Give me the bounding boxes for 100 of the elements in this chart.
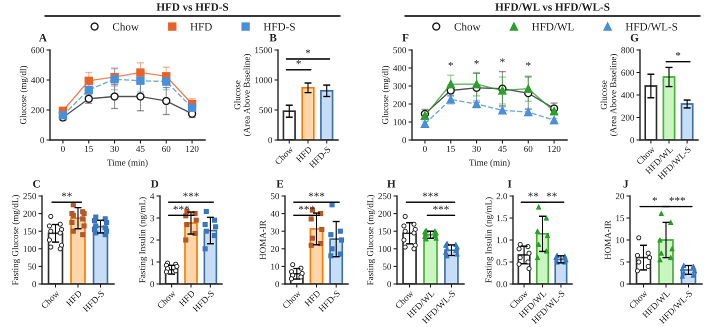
annotation: * <box>296 60 301 64</box>
text: H <box>387 180 396 188</box>
y-tick-label: 40 <box>270 210 280 217</box>
y-tick-label: 0 <box>32 281 36 288</box>
y-tick-label: 0 <box>268 137 272 144</box>
annotation: * <box>676 52 680 56</box>
x-tick-label: 30 <box>472 146 481 152</box>
text: D <box>150 180 158 188</box>
annotation: *** <box>298 206 314 210</box>
x-axis-title: Time (min) <box>469 159 510 168</box>
annotation: * <box>474 60 479 64</box>
y-tick-label: 0 <box>275 281 280 288</box>
y-tick-label: 1.5 <box>496 215 508 222</box>
y-tick-label: 0 <box>620 281 624 288</box>
annotation: * <box>500 58 505 62</box>
y-axis-title: Fasting Glucose (mg/dL) <box>366 195 376 286</box>
text: G <box>630 34 639 42</box>
annotation: *** <box>308 192 324 197</box>
y-tick-label: 100 <box>24 246 36 252</box>
y-tick-label: 200 <box>23 210 36 217</box>
text: C <box>33 180 40 188</box>
y-tick-label: 500 <box>259 107 272 114</box>
annotation: *** <box>669 196 686 201</box>
y-tick-label: 4 <box>150 193 154 200</box>
y-tick-label: 800 <box>621 47 634 54</box>
y-tick-label: 0.0 <box>496 281 508 288</box>
y-axis-title: HOMA-IR <box>604 220 611 260</box>
y-tick-label: 50 <box>270 193 280 200</box>
y-tick-label: 250 <box>378 193 392 200</box>
x-tick-label: 30 <box>110 146 119 152</box>
annotation: *** <box>183 192 199 197</box>
legend-label: HFD/WL-S <box>626 23 678 31</box>
y-tick-label: 1 <box>150 259 154 266</box>
y-tick-label: 250 <box>23 193 36 200</box>
y-axis-title: Glucose (mg/dl) <box>20 66 28 124</box>
y-tick-label: 20 <box>616 193 624 200</box>
legend-label: HFD-S <box>264 23 295 31</box>
y-axis-title: Fasting Insulin (ng/mL) <box>485 197 494 283</box>
x-axis-title: Time (min) <box>107 159 148 168</box>
y-tick-label: 50 <box>28 264 36 270</box>
y-tick-label: 150 <box>24 228 36 234</box>
y-tick-label: 1.0 <box>496 237 508 244</box>
y-tick-label: 200 <box>393 101 406 108</box>
annotation: *** <box>422 192 438 197</box>
annotation: ** <box>546 192 557 197</box>
text: F <box>402 34 408 42</box>
y-tick-label: 400 <box>621 92 634 98</box>
y-tick-label: 500 <box>393 47 406 54</box>
text: I <box>508 180 512 188</box>
annotation: ** <box>62 192 72 197</box>
y-tick-label: 100 <box>394 119 406 126</box>
x-tick-label: 15 <box>447 146 455 152</box>
y-axis-title: Fasting Insulin (ng/mL) <box>138 197 148 283</box>
y-tick-label: 600 <box>31 47 44 54</box>
y-tick-label: 0.5 <box>496 259 508 266</box>
y-tick-label: 3 <box>150 215 154 222</box>
y-tick-label: 200 <box>378 210 392 217</box>
text: J <box>623 180 628 188</box>
annotation: *** <box>433 206 449 210</box>
legend-label: Chow <box>112 22 139 31</box>
chart-title: HFD vs HFD-S <box>156 3 228 11</box>
y-tick-label: 15 <box>616 215 624 222</box>
y-tick-label: 400 <box>393 65 406 72</box>
y-tick-label: 200 <box>31 107 44 114</box>
text: B <box>270 34 276 42</box>
x-tick-label: 45 <box>136 146 145 152</box>
annotation: * <box>448 62 453 66</box>
y-tick-label: 150 <box>378 228 392 234</box>
y-tick-label: 10 <box>616 237 624 244</box>
y-tick-label: 0 <box>630 137 634 144</box>
x-tick-label: 120 <box>186 146 199 152</box>
x-tick-label: 0 <box>61 146 65 152</box>
y-tick-label: 0 <box>150 281 154 288</box>
annotation: * <box>526 62 530 66</box>
y-tick-label: 0 <box>387 281 392 288</box>
y-axis-title: HOMA-IR <box>260 220 266 260</box>
y-tick-label: 100 <box>378 246 392 252</box>
legend-label: HFD <box>190 23 212 30</box>
y-tick-label: 300 <box>393 83 406 90</box>
y-tick-label: 5 <box>620 259 624 266</box>
y-tick-label: 200 <box>621 114 634 121</box>
x-tick-label: 0 <box>423 146 427 152</box>
annotation: ** <box>528 192 538 197</box>
y-axis-title: Glucose (mg/dl) <box>382 66 390 124</box>
x-tick-label: 60 <box>524 146 532 152</box>
text: A <box>38 34 47 42</box>
y-tick-label: 1500 <box>255 47 272 54</box>
y-tick-label: 1000 <box>255 77 272 84</box>
annotation: * <box>652 196 657 201</box>
y-tick-label: 30 <box>270 228 280 234</box>
y-tick-label: 2 <box>150 237 154 244</box>
annotation: *** <box>174 206 190 210</box>
y-tick-label: 400 <box>31 77 44 84</box>
x-tick-label: 120 <box>548 146 561 152</box>
legend-label: Chow <box>454 22 481 31</box>
y-tick-label: 2.0 <box>496 193 508 200</box>
y-axis-title: Glucose (Area Above Baseline) <box>234 54 252 136</box>
legend-label: HFD/WL <box>532 23 574 31</box>
y-axis-title: Fasting Glucose (mg/dL) <box>12 195 20 286</box>
y-tick-label: 0 <box>40 137 44 144</box>
